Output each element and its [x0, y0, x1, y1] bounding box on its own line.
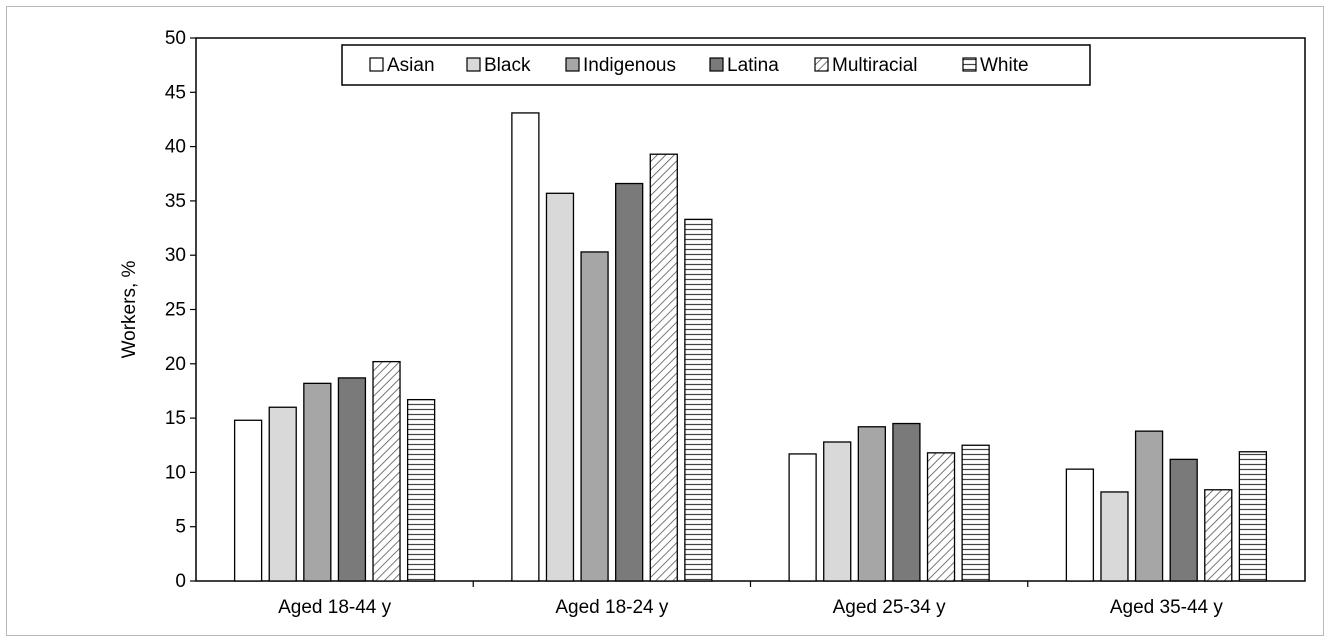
legend-label-asian: Asian	[387, 55, 435, 76]
bar-asian-1	[233, 419, 263, 582]
y-tick-label: 35	[165, 191, 186, 212]
chart-frame: 0 5 10 15 20 25 30 35 40 45 50 Aged 18-44 y Aged 18…	[6, 6, 1324, 636]
y-tick-label: 15	[165, 408, 186, 429]
legend-swatch-indigenous	[565, 57, 580, 72]
bar-indigenous-1	[303, 382, 332, 582]
bar-indigenous-3	[857, 426, 886, 582]
bar-indigenous-2	[580, 251, 609, 582]
y-tick-label: 45	[165, 82, 186, 103]
y-tick-label: 10	[165, 462, 186, 483]
bar-indigenous-4	[1134, 430, 1164, 582]
bar-asian-4	[1065, 468, 1095, 582]
legend-label-latina: Latina	[727, 55, 779, 76]
x-tick-label: Aged 25-34 y	[833, 597, 947, 618]
y-tick-label: 5	[175, 517, 186, 538]
y-tick-label: 20	[165, 354, 186, 375]
legend-label-black: Black	[484, 55, 531, 76]
bar-multiracial-1	[372, 360, 401, 582]
legend-label-indigenous: Indigenous	[583, 55, 676, 76]
bar-multiracial-4	[1204, 489, 1233, 582]
y-tick-label: 50	[165, 28, 186, 49]
bar-asian-3	[788, 453, 817, 582]
bar-latina-2	[615, 182, 644, 582]
bars	[233, 112, 1268, 582]
y-axis-ticks: 0 5 10 15 20 25 30 35 40 45 50	[165, 28, 196, 592]
legend-swatch-white	[962, 57, 977, 72]
bar-white-1	[406, 398, 436, 582]
legend-label-multiracial: Multiracial	[832, 55, 918, 76]
x-tick-label: Aged 18-44 y	[278, 597, 392, 618]
bar-white-4	[1238, 451, 1268, 582]
y-axis-title: Workers, %	[119, 260, 140, 358]
bar-white-2	[684, 218, 713, 582]
legend-swatch-black	[466, 57, 481, 72]
x-tick-label: Aged 18-24 y	[555, 597, 669, 618]
y-tick-label: 40	[165, 137, 186, 158]
y-tick-label: 25	[165, 300, 186, 321]
legend-swatch-multiracial	[814, 57, 829, 72]
bar-multiracial-3	[926, 452, 956, 582]
bar-multiracial-2	[649, 153, 678, 582]
bar-latina-1	[337, 377, 367, 582]
bar-latina-4	[1169, 458, 1198, 582]
y-tick-label: 0	[175, 571, 186, 592]
bar-black-1	[268, 406, 297, 582]
legend-swatch-latina	[709, 57, 724, 72]
x-tick-label: Aged 35-44 y	[1110, 597, 1224, 618]
bar-black-4	[1100, 491, 1129, 582]
legend: Asian Black Indigenous Latina Multiracial Whi…	[341, 44, 1091, 86]
bar-black-3	[823, 441, 852, 582]
legend-swatch-asian	[369, 57, 384, 72]
bar-black-2	[545, 192, 575, 582]
bar-asian-2	[511, 112, 540, 582]
bar-latina-3	[892, 422, 921, 582]
bar-white-3	[961, 444, 990, 582]
legend-label-white: White	[980, 55, 1029, 76]
x-axis-ticks: Aged 18-44 y Aged 18-24 y Aged 25-34 y Aged…	[278, 581, 1223, 618]
y-tick-label: 30	[165, 245, 186, 266]
